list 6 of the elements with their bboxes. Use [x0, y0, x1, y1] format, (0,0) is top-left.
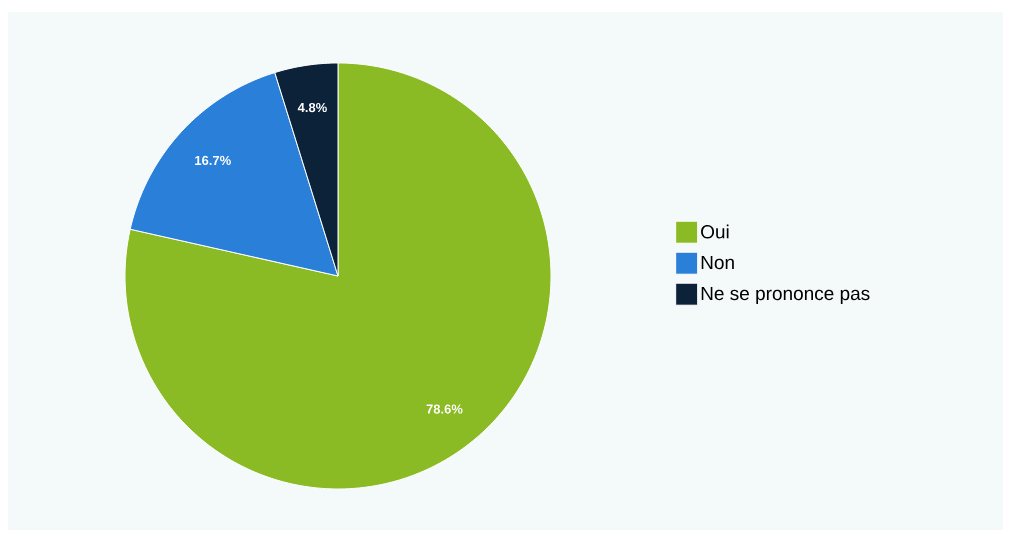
legend-label: Oui [701, 224, 729, 239]
data-label: 16.7% [195, 155, 231, 166]
legend-label: Ne se prononce pas [701, 286, 870, 304]
data-label: 78.6% [426, 404, 463, 414]
legend-label: Non [701, 255, 734, 270]
data-label: 4.8% [297, 102, 327, 113]
